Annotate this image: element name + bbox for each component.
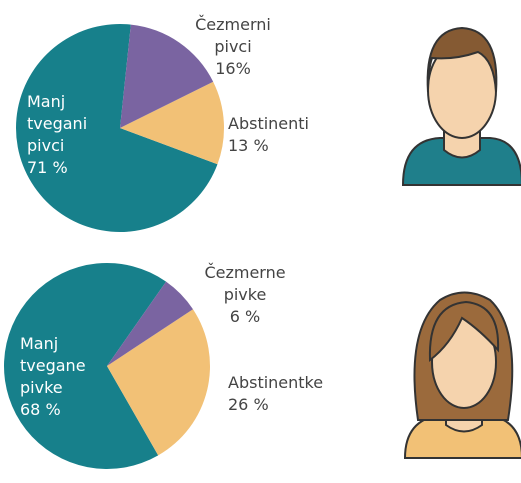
woman-icon <box>403 291 521 459</box>
pie-slice <box>107 281 193 366</box>
pie-slice <box>16 23 218 232</box>
category-label: Manj tvegani pivci <box>27 92 88 155</box>
value-label: 13 % <box>228 136 269 155</box>
slice-label-block: Manj tvegane pivke 68 % <box>20 333 100 421</box>
pie-slice <box>4 263 167 469</box>
slice-label-block: Manj tvegani pivci 71 % <box>27 91 97 179</box>
pie-slice <box>107 309 210 456</box>
pie-slice <box>120 81 224 165</box>
pie-slice <box>120 24 214 128</box>
value-label: 6 % <box>229 307 261 326</box>
category-label: Abstinenti <box>228 114 309 133</box>
slice-label-block: Čezmerni pivci 16% <box>178 14 288 80</box>
value-label: 16% <box>215 59 251 78</box>
slice-label-block: Abstinentke 26 % <box>228 372 358 416</box>
man-icon <box>401 26 521 186</box>
category-label: Čezmerni pivci <box>195 15 271 56</box>
slice-label-block: Čezmerne pivke 6 % <box>195 262 295 328</box>
category-label: Čezmerne pivke <box>204 263 286 304</box>
slice-label-block: Abstinenti 13 % <box>228 113 348 157</box>
value-label: 71 % <box>27 158 68 177</box>
value-label: 26 % <box>228 395 269 414</box>
category-label: Abstinentke <box>228 373 324 392</box>
category-label: Manj tvegane pivke <box>20 334 86 397</box>
value-label: 68 % <box>20 400 61 419</box>
